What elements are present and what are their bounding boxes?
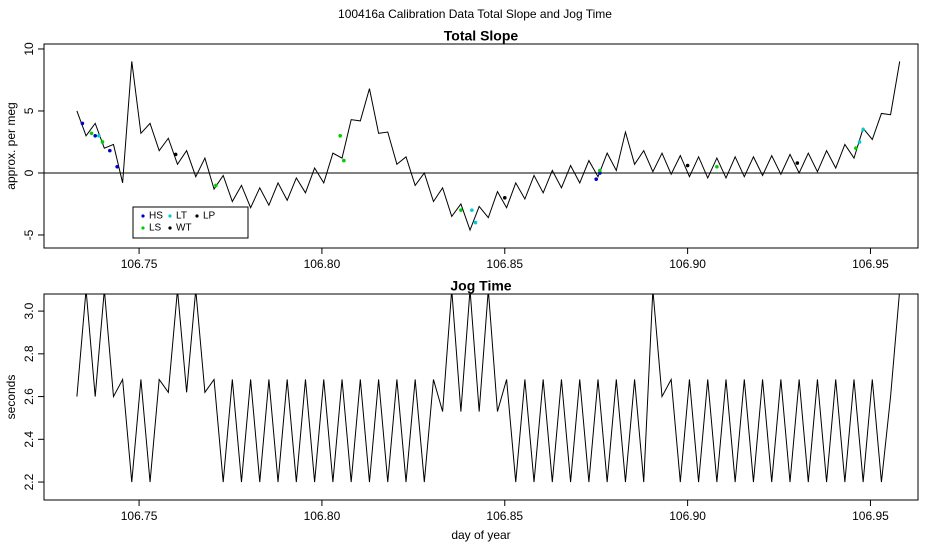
plot-frame — [43, 43, 919, 249]
plot-frame — [43, 293, 919, 501]
data-point — [214, 183, 218, 188]
data-point — [502, 195, 507, 200]
y-axis-label: approx. per meg — [4, 102, 18, 189]
data-point — [685, 163, 690, 168]
x-tick-label: 106.80 — [304, 257, 341, 271]
data-point — [598, 168, 602, 173]
x-tick-label: 106.75 — [121, 257, 158, 271]
data-point — [470, 208, 474, 212]
legend-box — [132, 206, 249, 239]
y-tick-label: 10 — [22, 42, 36, 56]
y-tick-label: -5 — [22, 229, 36, 240]
x-tick-label: 106.95 — [852, 257, 889, 271]
data-point — [342, 158, 346, 163]
data-point — [861, 127, 865, 132]
legend-label: HS — [149, 211, 163, 222]
y-tick-label: 0 — [22, 169, 36, 176]
data-point — [108, 148, 112, 153]
data-point — [854, 146, 858, 150]
data-point — [89, 131, 94, 136]
y-tick-label: 3.0 — [22, 302, 36, 319]
figure-title: 100416a Calibration Data Total Slope and… — [338, 7, 612, 21]
y-axis-label: seconds — [4, 375, 18, 420]
y-tick-label: 2.2 — [22, 473, 36, 490]
legend-marker — [195, 214, 199, 218]
x-tick-label: 106.95 — [852, 509, 889, 523]
chart-title: Jog Time — [450, 278, 511, 294]
y-tick-label: 2.4 — [22, 431, 36, 448]
y-tick-label: 2.8 — [22, 345, 36, 362]
x-tick-label: 106.90 — [669, 257, 706, 271]
x-tick-label: 106.85 — [486, 509, 523, 523]
plot-area — [76, 294, 900, 483]
data-point — [459, 208, 463, 212]
legend-marker — [168, 214, 172, 218]
x-tick-label: 106.80 — [304, 509, 341, 523]
data-point — [173, 152, 178, 157]
legend-label: LS — [149, 223, 162, 234]
x-tick-label: 106.75 — [121, 509, 158, 523]
data-point — [80, 121, 85, 126]
data-point — [598, 171, 602, 175]
data-point — [857, 140, 862, 144]
chart-title: Total Slope — [444, 28, 519, 44]
data-point — [97, 133, 101, 138]
x-tick-label: 106.85 — [486, 257, 523, 271]
plot-area — [44, 61, 918, 232]
x-axis-label: day of year — [451, 528, 510, 542]
x-tick-label: 106.90 — [669, 509, 706, 523]
legend-marker — [141, 226, 145, 230]
data-point — [115, 164, 119, 169]
data-point — [594, 177, 598, 181]
data-line — [76, 61, 901, 232]
data-point — [795, 161, 800, 165]
legend-label: LP — [203, 211, 216, 222]
legend-label: LT — [176, 211, 187, 222]
y-tick-label: 2.6 — [22, 388, 36, 405]
data-point — [338, 133, 343, 138]
data-point — [715, 164, 719, 169]
y-tick-label: 5 — [22, 107, 36, 114]
data-point — [93, 133, 97, 138]
legend-marker — [141, 214, 145, 218]
legend-label: WT — [176, 223, 192, 234]
data-point — [100, 140, 105, 144]
data-line — [76, 294, 900, 483]
data-point — [473, 220, 478, 225]
legend-marker — [168, 226, 172, 230]
